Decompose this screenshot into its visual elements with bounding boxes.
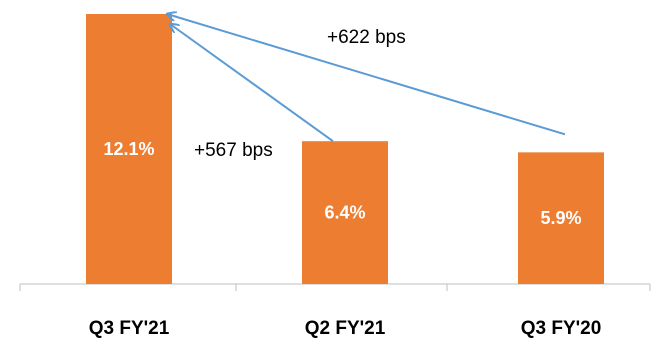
bar-data-labels: 12.1% 6.4% 5.9% [103,139,581,228]
bar-q3-fy-20 [518,152,604,284]
bar-q2-fy-21 [302,141,388,284]
data-label-q3-fy-20: 5.9% [540,208,581,228]
category-label-q3-fy-20: Q3 FY'20 [521,318,602,339]
bar-q3-fy-21 [86,14,172,284]
annotation-label-622-bps: +622 bps [327,27,406,48]
annotation-label-567-bps: +567 bps [194,140,273,161]
data-label-q2-fy-21: 6.4% [324,203,365,223]
annotation-arrow-622-bps [167,14,566,136]
annotation-arrow-567-bps [170,24,334,143]
category-labels: Q3 FY'21 Q2 FY'21 Q3 FY'20 [89,318,602,339]
x-axis [19,283,651,291]
annotations: +567 bps +622 bps [167,14,566,161]
category-label-q2-fy-21: Q2 FY'21 [305,318,386,339]
data-label-q3-fy-21: 12.1% [103,139,154,159]
bars [86,14,604,284]
category-label-q3-fy-21: Q3 FY'21 [89,318,170,339]
